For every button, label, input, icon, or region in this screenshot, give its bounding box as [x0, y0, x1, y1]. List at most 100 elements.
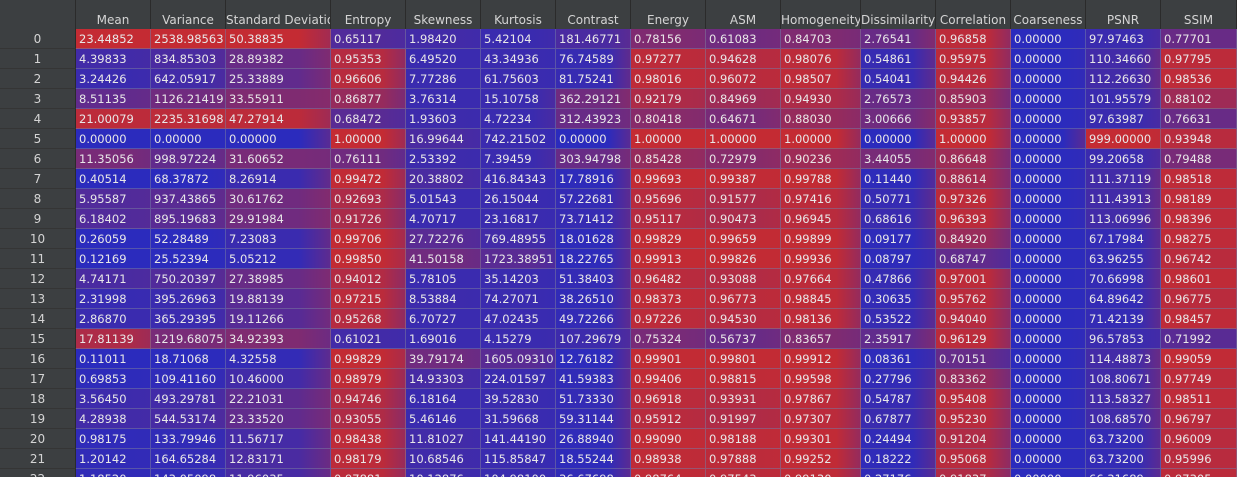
table-cell-correlation[interactable]: 0.68747 — [936, 249, 1011, 269]
table-cell-energy[interactable]: 0.99829 — [631, 229, 706, 249]
table-cell-contrast[interactable]: 38.26510 — [556, 289, 631, 309]
table-cell-kurtosis[interactable]: 31.59668 — [481, 409, 556, 429]
table-row[interactable]: 221.18520143.0509811.960350.9788110.1287… — [0, 469, 1237, 477]
table-cell-contrast[interactable]: 36.67698 — [556, 469, 631, 477]
table-cell-homogeneity[interactable]: 0.99598 — [781, 369, 861, 389]
table-cell-entropy[interactable]: 0.95268 — [331, 309, 406, 329]
table-cell-mean[interactable]: 0.98175 — [76, 429, 151, 449]
table-cell-dissimilarity[interactable]: 2.76573 — [861, 89, 936, 109]
table-cell-psnr[interactable]: 101.95579 — [1086, 89, 1161, 109]
table-cell-correlation[interactable]: 1.00000 — [936, 129, 1011, 149]
table-cell-mean[interactable]: 0.69853 — [76, 369, 151, 389]
table-cell-contrast[interactable]: 76.74589 — [556, 49, 631, 69]
table-cell-contrast[interactable]: 362.29121 — [556, 89, 631, 109]
table-cell-skewness[interactable]: 7.77286 — [406, 69, 481, 89]
table-cell-psnr[interactable]: 108.68570 — [1086, 409, 1161, 429]
table-cell-coarseness[interactable]: 0.00000 — [1011, 29, 1086, 49]
table-cell-correlation[interactable]: 0.85903 — [936, 89, 1011, 109]
table-cell-standard-deviation[interactable]: 5.05212 — [226, 249, 331, 269]
row-index[interactable]: 14 — [0, 309, 76, 329]
table-cell-contrast[interactable]: 51.38403 — [556, 269, 631, 289]
table-cell-kurtosis[interactable]: 416.84343 — [481, 169, 556, 189]
table-cell-entropy[interactable]: 0.65117 — [331, 29, 406, 49]
row-index[interactable]: 10 — [0, 229, 76, 249]
table-cell-contrast[interactable]: 17.78916 — [556, 169, 631, 189]
table-cell-homogeneity[interactable]: 0.99252 — [781, 449, 861, 469]
table-cell-variance[interactable]: 2235.31698 — [151, 109, 226, 129]
table-cell-coarseness[interactable]: 0.00000 — [1011, 329, 1086, 349]
table-cell-variance[interactable]: 133.79946 — [151, 429, 226, 449]
table-cell-contrast[interactable]: 18.22765 — [556, 249, 631, 269]
table-cell-ssim[interactable]: 0.71992 — [1161, 329, 1237, 349]
table-cell-coarseness[interactable]: 0.00000 — [1011, 429, 1086, 449]
table-cell-entropy[interactable]: 0.98979 — [331, 369, 406, 389]
table-cell-variance[interactable]: 18.71068 — [151, 349, 226, 369]
table-cell-energy[interactable]: 0.98016 — [631, 69, 706, 89]
table-cell-homogeneity[interactable]: 0.99899 — [781, 229, 861, 249]
table-cell-coarseness[interactable]: 0.00000 — [1011, 89, 1086, 109]
table-cell-asm[interactable]: 0.61083 — [706, 29, 781, 49]
row-index[interactable]: 0 — [0, 29, 76, 49]
table-cell-asm[interactable]: 0.94628 — [706, 49, 781, 69]
table-cell-entropy[interactable]: 0.99706 — [331, 229, 406, 249]
table-cell-skewness[interactable]: 6.18164 — [406, 389, 481, 409]
table-cell-energy[interactable]: 0.98938 — [631, 449, 706, 469]
table-cell-contrast[interactable]: 81.75241 — [556, 69, 631, 89]
table-cell-asm[interactable]: 0.93931 — [706, 389, 781, 409]
column-header-ssim[interactable]: SSIM — [1161, 0, 1237, 29]
table-cell-contrast[interactable]: 49.72266 — [556, 309, 631, 329]
table-cell-asm[interactable]: 0.84969 — [706, 89, 781, 109]
table-cell-mean[interactable]: 2.31998 — [76, 289, 151, 309]
table-cell-homogeneity[interactable]: 0.96945 — [781, 209, 861, 229]
table-cell-ssim[interactable]: 0.76631 — [1161, 109, 1237, 129]
row-index[interactable]: 11 — [0, 249, 76, 269]
table-cell-energy[interactable]: 0.95696 — [631, 189, 706, 209]
table-cell-correlation[interactable]: 0.95230 — [936, 409, 1011, 429]
table-cell-skewness[interactable]: 10.68546 — [406, 449, 481, 469]
table-cell-energy[interactable]: 0.78156 — [631, 29, 706, 49]
table-cell-ssim[interactable]: 0.77701 — [1161, 29, 1237, 49]
table-cell-correlation[interactable]: 0.88614 — [936, 169, 1011, 189]
table-cell-contrast[interactable]: 181.46771 — [556, 29, 631, 49]
table-cell-ssim[interactable]: 0.98189 — [1161, 189, 1237, 209]
table-cell-skewness[interactable]: 20.38802 — [406, 169, 481, 189]
row-index[interactable]: 5 — [0, 129, 76, 149]
table-cell-entropy[interactable]: 0.96606 — [331, 69, 406, 89]
table-row[interactable]: 15 17.81139 1219.68075 34.92393 0.61021 1.690… — [0, 329, 1237, 349]
table-cell-asm[interactable]: 0.99826 — [706, 249, 781, 269]
table-cell-psnr[interactable]: 111.37119 — [1086, 169, 1161, 189]
table-cell-skewness[interactable]: 16.99644 — [406, 129, 481, 149]
table-cell-contrast[interactable]: 312.43923 — [556, 109, 631, 129]
table-cell-dissimilarity[interactable]: 0.08361 — [861, 349, 936, 369]
table-cell-dissimilarity[interactable]: 3.44055 — [861, 149, 936, 169]
table-cell-contrast[interactable]: 0.00000 — [556, 129, 631, 149]
table-cell-dissimilarity[interactable]: 0.47866 — [861, 269, 936, 289]
table-cell-correlation[interactable]: 0.96858 — [936, 29, 1011, 49]
table-cell-coarseness[interactable]: 0.00000 — [1011, 289, 1086, 309]
table-cell-kurtosis[interactable]: 742.21502 — [481, 129, 556, 149]
table-cell-correlation[interactable]: 0.96129 — [936, 329, 1011, 349]
table-cell-psnr[interactable]: 999.00000 — [1086, 129, 1161, 149]
table-cell-homogeneity[interactable]: 0.90236 — [781, 149, 861, 169]
table-cell-coarseness[interactable]: 0.00000 — [1011, 269, 1086, 289]
table-cell-asm[interactable]: 0.96072 — [706, 69, 781, 89]
table-cell-standard-deviation[interactable]: 25.33889 — [226, 69, 331, 89]
table-cell-correlation[interactable]: 0.70151 — [936, 349, 1011, 369]
table-cell-psnr[interactable]: 64.89642 — [1086, 289, 1161, 309]
table-cell-entropy[interactable]: 0.95353 — [331, 49, 406, 69]
table-cell-correlation[interactable]: 0.95068 — [936, 449, 1011, 469]
table-cell-coarseness[interactable]: 0.00000 — [1011, 69, 1086, 89]
table-cell-psnr[interactable]: 70.66998 — [1086, 269, 1161, 289]
table-cell-kurtosis[interactable]: 39.52830 — [481, 389, 556, 409]
table-cell-energy[interactable]: 0.99406 — [631, 369, 706, 389]
table-cell-asm[interactable]: 0.99801 — [706, 349, 781, 369]
table-cell-correlation[interactable]: 0.95408 — [936, 389, 1011, 409]
table-cell-standard-deviation[interactable]: 33.55911 — [226, 89, 331, 109]
table-cell-variance[interactable]: 365.29395 — [151, 309, 226, 329]
table-cell-mean[interactable]: 21.00079 — [76, 109, 151, 129]
column-header-homogeneity[interactable]: Homogeneity — [781, 0, 861, 29]
table-cell-correlation[interactable]: 0.95762 — [936, 289, 1011, 309]
table-cell-entropy[interactable]: 0.61021 — [331, 329, 406, 349]
table-cell-psnr[interactable]: 111.43913 — [1086, 189, 1161, 209]
table-row[interactable]: 2 3.24426 642.05917 25.33889 0.96606 7.77286 6… — [0, 69, 1237, 89]
